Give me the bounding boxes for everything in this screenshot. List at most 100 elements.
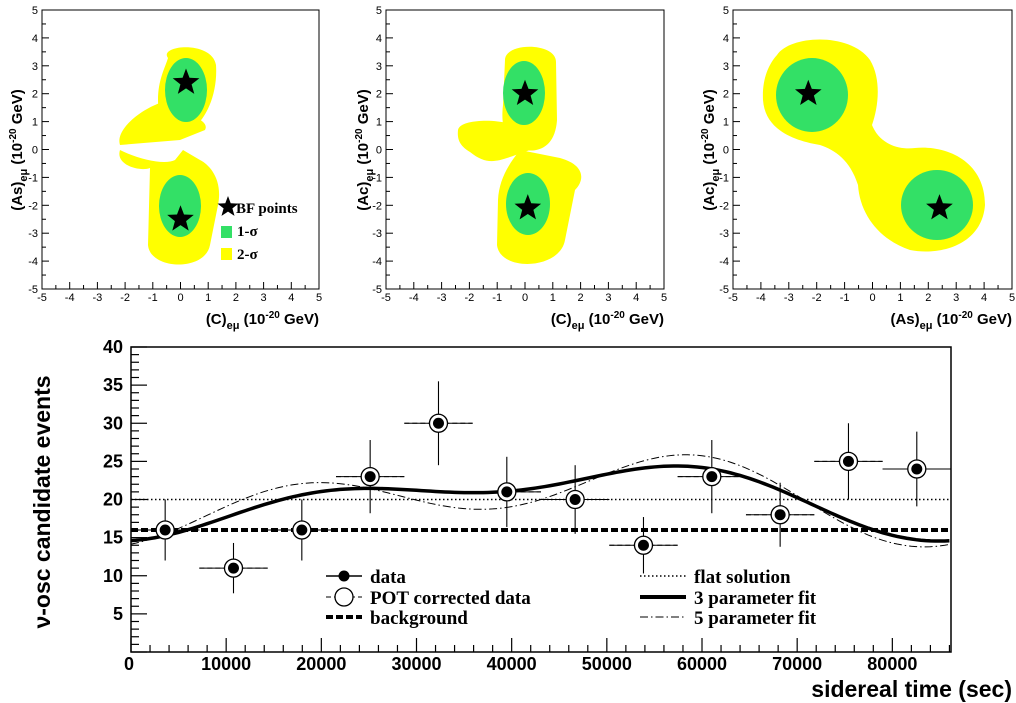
x-tick-label: 0 xyxy=(124,654,134,674)
y-tick-label: 5 xyxy=(32,5,38,17)
x-tick-label: -5 xyxy=(37,292,47,304)
x-tick-label: 0 xyxy=(522,292,528,304)
data-marker xyxy=(569,494,581,505)
y-tick-label: -5 xyxy=(28,284,38,296)
y-tick-label: 4 xyxy=(32,33,38,45)
x-tick-label: -2 xyxy=(120,292,130,304)
data-marker xyxy=(159,524,171,536)
best-fit-star xyxy=(514,194,542,220)
data-marker xyxy=(296,524,308,536)
x-tick-label: 4 xyxy=(288,292,294,304)
y-tick-label: 2 xyxy=(376,89,382,101)
y-tick-label: -2 xyxy=(28,200,38,212)
y-tick-label: 1 xyxy=(32,117,38,129)
x-tick-label: 0 xyxy=(869,292,875,304)
x-tick-label: -3 xyxy=(784,292,794,304)
contour-legend: BF points 1-σ 2-σ xyxy=(217,196,298,263)
contour-panel-c-vs-as: -5-5 -4 -4 -3 -3 -2 -2 -1 -1 0 0 1 1 2 2 3 3 4 4 5 5 (C)eμ (1… xyxy=(8,5,322,332)
x-tick-label: 0 xyxy=(177,292,183,304)
contour-panel-as-vs-ac: -5-5 -4 -4 -3 -3 -2 -2 -1 -1 0 0 1 1 2 2 3 3 4 4 5 5 (As)eμ (… xyxy=(700,5,1015,332)
one-sigma-region xyxy=(159,58,207,237)
x-tick-label: -2 xyxy=(465,292,475,304)
y-tick-label: -1 xyxy=(28,172,38,184)
three-parameter-fit-curve xyxy=(130,464,950,543)
data-marker xyxy=(432,417,444,429)
x-tick-label: 60000 xyxy=(677,654,727,674)
y-tick-label: 20 xyxy=(103,490,123,510)
y-tick-label: 3 xyxy=(32,61,38,73)
y-tick-label: 0 xyxy=(32,145,38,157)
y-tick-label: 2 xyxy=(723,89,729,101)
y-tick-label: 25 xyxy=(103,451,123,471)
x-tick-label: 2 xyxy=(925,292,931,304)
legend-label: POT corrected data xyxy=(370,588,531,609)
legend-label: 5 parameter fit xyxy=(694,608,817,629)
y-tick-label: -4 xyxy=(719,256,729,268)
x-axis-label: sidereal time (sec) xyxy=(811,676,1012,702)
y-tick-label: -3 xyxy=(372,228,382,240)
data-marker xyxy=(706,471,718,483)
legend-label: data xyxy=(370,567,406,588)
x-tick-label: -1 xyxy=(492,292,502,304)
legend-label: 1-σ xyxy=(237,224,258,240)
y-tick-label: 3 xyxy=(723,61,729,73)
data-marker xyxy=(637,539,649,551)
x-tick-label: -2 xyxy=(812,292,822,304)
x-tick-label: 3 xyxy=(953,292,959,304)
x-tick-label: -1 xyxy=(148,292,158,304)
y-tick-label: -2 xyxy=(719,200,729,212)
y-tick-label: 1 xyxy=(723,117,729,129)
best-fit-star xyxy=(167,205,194,231)
y-tick-label: -2 xyxy=(372,200,382,212)
x-tick-label: 3 xyxy=(261,292,267,304)
y-tick-label: -3 xyxy=(719,228,729,240)
y-tick-label: 5 xyxy=(723,5,729,17)
data-marker xyxy=(227,562,239,574)
x-tick-label: -5 xyxy=(381,292,391,304)
sidereal-time-panel: 5 10 15 20 25 30 35 40 0 10000 20000 30000 40000 5000… xyxy=(29,337,1012,702)
legend-swatch xyxy=(221,226,232,238)
x-tick-label: 1 xyxy=(550,292,556,304)
y-tick-label: -3 xyxy=(28,228,38,240)
y-tick-label: -5 xyxy=(719,284,729,296)
x-tick-label: 30000 xyxy=(391,654,441,674)
axis-label: (Ac)eμ (10-20 GeV) xyxy=(354,89,376,211)
y-tick-label: 0 xyxy=(723,145,729,157)
x-tick-label: -4 xyxy=(756,292,766,304)
best-fit-star xyxy=(511,79,539,105)
y-tick-label: 2 xyxy=(32,89,38,101)
y-tick-label: -1 xyxy=(372,172,382,184)
x-tick-label: 5 xyxy=(661,292,667,304)
x-tick-label: 50000 xyxy=(582,654,632,674)
y-tick-label: 35 xyxy=(103,375,123,395)
y-tick-label: 3 xyxy=(376,61,382,73)
axis-label: (Ac)eμ (10-20 GeV) xyxy=(700,89,722,211)
x-tick-label: 4 xyxy=(633,292,639,304)
x-tick-label: 20000 xyxy=(296,654,346,674)
y-tick-label: -1 xyxy=(719,172,729,184)
x-tick-label: -4 xyxy=(65,292,75,304)
best-fit-star xyxy=(172,68,200,94)
x-tick-label: 5 xyxy=(316,292,322,304)
legend-label: 3 parameter fit xyxy=(694,588,817,609)
y-tick-label: 4 xyxy=(723,33,729,45)
y-tick-label: 4 xyxy=(376,33,382,45)
y-tick-label: -4 xyxy=(372,256,382,268)
x-tick-label: 5 xyxy=(1009,292,1015,304)
x-tick-label: 1 xyxy=(897,292,903,304)
data-marker xyxy=(501,486,513,498)
data-marker xyxy=(842,455,854,467)
y-tick-label: -4 xyxy=(28,256,38,268)
axis-label: (As)eμ (10-20 GeV) xyxy=(8,89,30,211)
y-tick-label: 5 xyxy=(376,5,382,17)
axis-label: (C)eμ (10-20 GeV) xyxy=(206,310,319,332)
y-axis-label: ν-osc candidate events xyxy=(29,375,55,628)
x-tick-label: 70000 xyxy=(772,654,822,674)
data-marker xyxy=(774,509,786,521)
best-fit-star xyxy=(795,79,822,105)
x-tick-label: -5 xyxy=(728,292,738,304)
y-tick-label: -5 xyxy=(372,284,382,296)
x-tick-label: -1 xyxy=(840,292,850,304)
x-tick-label: 3 xyxy=(605,292,611,304)
